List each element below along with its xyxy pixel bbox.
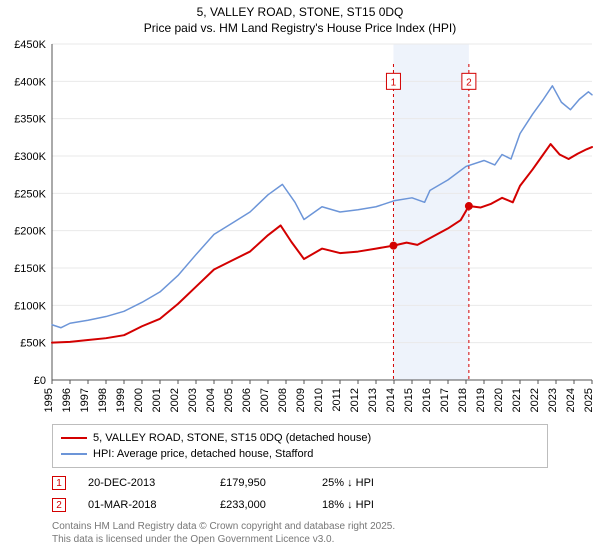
svg-text:£0: £0 (34, 375, 46, 387)
svg-text:2006: 2006 (241, 388, 253, 412)
svg-text:2003: 2003 (187, 388, 199, 412)
svg-text:2009: 2009 (295, 388, 307, 412)
svg-text:1: 1 (391, 78, 397, 89)
sale-marker-2: 2 (52, 498, 66, 512)
chart-title: 5, VALLEY ROAD, STONE, ST15 0DQ Price pa… (0, 0, 600, 36)
footnote-line2: This data is licensed under the Open Gov… (52, 533, 548, 546)
legend-swatch-price-paid (61, 437, 87, 439)
svg-text:1996: 1996 (61, 388, 73, 412)
svg-text:2007: 2007 (259, 388, 271, 412)
svg-text:2: 2 (466, 78, 472, 89)
svg-text:2010: 2010 (313, 388, 325, 412)
sale-marker-1: 1 (52, 476, 66, 490)
svg-text:2019: 2019 (475, 388, 487, 412)
svg-text:£50K: £50K (20, 338, 46, 350)
svg-text:£350K: £350K (14, 114, 46, 126)
sale-date-1: 20-DEC-2013 (88, 477, 198, 489)
svg-text:2012: 2012 (349, 388, 361, 412)
legend-swatch-hpi (61, 453, 87, 455)
svg-text:2005: 2005 (223, 388, 235, 412)
svg-text:2024: 2024 (565, 388, 577, 412)
svg-text:£400K: £400K (14, 77, 46, 89)
svg-text:2008: 2008 (277, 388, 289, 412)
svg-text:£250K: £250K (14, 189, 46, 201)
sale-price-1: £179,950 (220, 477, 300, 489)
legend-label-price-paid: 5, VALLEY ROAD, STONE, ST15 0DQ (detache… (93, 432, 371, 444)
sale-row-2: 2 01-MAR-2018 £233,000 18% ↓ HPI (52, 494, 548, 516)
svg-text:2022: 2022 (529, 388, 541, 412)
svg-text:1995: 1995 (43, 388, 55, 412)
sale-date-2: 01-MAR-2018 (88, 499, 198, 511)
svg-text:2014: 2014 (385, 388, 397, 412)
svg-text:2023: 2023 (547, 388, 559, 412)
legend-row-price-paid: 5, VALLEY ROAD, STONE, ST15 0DQ (detache… (61, 430, 539, 446)
sale-delta-1: 25% ↓ HPI (322, 477, 402, 489)
line-chart: £0 £50K £100K £150K £200K £250K £300K £350K £400… (0, 36, 600, 420)
svg-text:£100K: £100K (14, 301, 46, 313)
legend: 5, VALLEY ROAD, STONE, ST15 0DQ (detache… (52, 424, 548, 468)
sale-price-2: £233,000 (220, 499, 300, 511)
svg-text:£150K: £150K (14, 263, 46, 275)
title-line2: Price paid vs. HM Land Registry's House … (0, 20, 600, 36)
svg-text:2015: 2015 (403, 388, 415, 412)
footnote-line1: Contains HM Land Registry data © Crown c… (52, 520, 548, 533)
sales-table: 1 20-DEC-2013 £179,950 25% ↓ HPI 2 01-MA… (52, 472, 548, 516)
footnote: Contains HM Land Registry data © Crown c… (52, 520, 548, 546)
svg-text:2001: 2001 (151, 388, 163, 412)
svg-text:2000: 2000 (133, 388, 145, 412)
svg-text:2002: 2002 (169, 388, 181, 412)
svg-text:2025: 2025 (583, 388, 595, 412)
svg-text:£450K: £450K (14, 39, 46, 51)
svg-text:2018: 2018 (457, 388, 469, 412)
svg-text:1997: 1997 (79, 388, 91, 412)
svg-text:2016: 2016 (421, 388, 433, 412)
legend-row-hpi: HPI: Average price, detached house, Staf… (61, 446, 539, 462)
svg-text:2020: 2020 (493, 388, 505, 412)
svg-text:2004: 2004 (205, 388, 217, 412)
title-line1: 5, VALLEY ROAD, STONE, ST15 0DQ (0, 4, 600, 20)
svg-text:1999: 1999 (115, 388, 127, 412)
sale-delta-2: 18% ↓ HPI (322, 499, 402, 511)
svg-text:1998: 1998 (97, 388, 109, 412)
svg-text:£300K: £300K (14, 151, 46, 163)
chart-container: £0 £50K £100K £150K £200K £250K £300K £350K £400… (0, 36, 600, 420)
sale-row-1: 1 20-DEC-2013 £179,950 25% ↓ HPI (52, 472, 548, 494)
svg-text:2011: 2011 (331, 388, 343, 412)
svg-text:2017: 2017 (439, 388, 451, 412)
svg-text:2021: 2021 (511, 388, 523, 412)
svg-text:£200K: £200K (14, 226, 46, 238)
svg-text:2013: 2013 (367, 388, 379, 412)
legend-label-hpi: HPI: Average price, detached house, Staf… (93, 448, 313, 460)
